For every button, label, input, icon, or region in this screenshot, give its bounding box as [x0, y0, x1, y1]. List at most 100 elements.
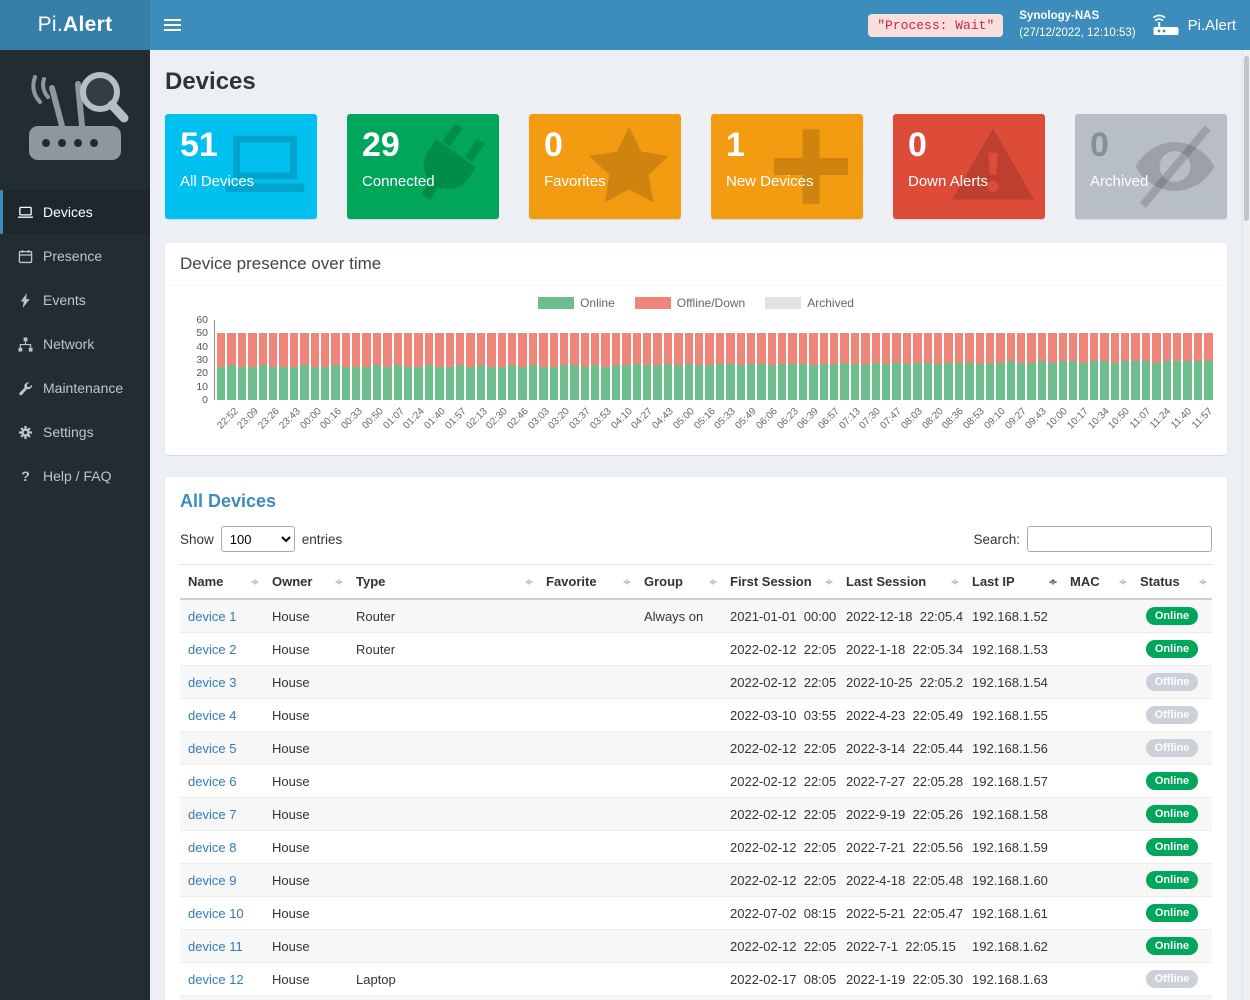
column-header-name[interactable]: Name	[180, 564, 264, 600]
online-segment	[248, 366, 257, 400]
sidebar-item-maintenance[interactable]: Maintenance	[0, 366, 150, 410]
scrollbar-thumb[interactable]	[1244, 56, 1249, 221]
chart-bar	[726, 333, 735, 400]
offline-segment	[435, 333, 444, 367]
column-header-favorite[interactable]: Favorite	[538, 564, 636, 600]
chart-bar	[580, 333, 590, 400]
device-link[interactable]: device 6	[188, 773, 237, 789]
device-link[interactable]: device 9	[188, 872, 237, 888]
x-tick: 08:53	[961, 403, 987, 445]
card-connected[interactable]: 29 Connected	[347, 114, 499, 219]
column-header-last-ip[interactable]: Last IP	[964, 564, 1062, 600]
chart-bar	[445, 333, 454, 400]
status-cell: Online	[1132, 995, 1212, 1000]
offline-segment	[310, 333, 319, 367]
top-bar: Pi.Alert "Process: Wait" Synology-NAS (2…	[0, 0, 1250, 50]
x-tick-label: 23:09	[235, 406, 262, 432]
device-link[interactable]: device 3	[188, 674, 237, 690]
offline-segment	[362, 333, 371, 367]
chart-bar	[539, 333, 548, 400]
chart-bar	[310, 333, 319, 400]
presence-chart-panel: Device presence over time Online Offline…	[165, 243, 1227, 455]
sidebar-item-help[interactable]: ? Help / FAQ	[0, 454, 150, 498]
device-link[interactable]: device 11	[188, 938, 243, 954]
sidebar-item-network[interactable]: Network	[0, 322, 150, 366]
sidebar-item-events[interactable]: Events	[0, 278, 150, 322]
device-link[interactable]: device 7	[188, 806, 237, 822]
x-tick-label: 08:53	[961, 406, 987, 432]
sidebar-item-presence[interactable]: Presence	[0, 234, 150, 278]
chart-bar	[591, 333, 600, 400]
x-tick-label: 02:13	[463, 406, 490, 432]
mac-cell	[1062, 764, 1132, 798]
favorite-cell	[538, 929, 636, 963]
online-segment	[414, 366, 423, 400]
device-link[interactable]: device 2	[188, 641, 237, 657]
entries-select[interactable]: 100	[220, 526, 295, 552]
online-segment	[684, 364, 693, 400]
type-cell	[348, 863, 538, 897]
card-label: New Devices	[726, 173, 814, 191]
chart-bar	[1131, 333, 1140, 400]
sidebar-item-devices[interactable]: Devices	[0, 190, 150, 234]
online-segment	[300, 365, 309, 400]
mac-cell	[1062, 698, 1132, 732]
online-segment	[767, 365, 777, 400]
column-header-first-session[interactable]: First Session	[722, 564, 838, 600]
offline-segment	[632, 333, 642, 364]
x-tick: 23:09	[235, 403, 262, 445]
device-link[interactable]: device 8	[188, 839, 237, 855]
column-header-last-session[interactable]: Last Session	[838, 564, 964, 600]
status-badge: Offline	[1145, 970, 1199, 988]
card-archived[interactable]: 0 Archived	[1075, 114, 1227, 219]
offline-segment	[476, 333, 486, 366]
device-link[interactable]: device 1	[188, 608, 237, 624]
column-header-group[interactable]: Group	[636, 564, 722, 600]
column-header-type[interactable]: Type	[348, 564, 538, 600]
favorite-cell	[538, 896, 636, 930]
x-tick: 10:00	[1044, 403, 1069, 445]
card-value: 29	[362, 126, 400, 164]
online-segment	[1100, 361, 1109, 400]
card-down-alerts[interactable]: 0 Down Alerts	[893, 114, 1045, 219]
online-segment	[372, 365, 382, 400]
chart-bar	[965, 333, 974, 400]
table-row: device 3 House 2022-02-12 22:05 2022-10-25 …	[180, 665, 1212, 699]
online-segment	[1204, 361, 1213, 400]
device-link[interactable]: device 12	[188, 971, 244, 987]
chart-bar	[850, 333, 860, 400]
search-label: Search:	[973, 531, 1020, 547]
favorite-cell	[538, 863, 636, 897]
app-logo[interactable]: Pi.Alert	[0, 0, 150, 50]
chart-bar	[466, 333, 475, 400]
x-tick: 04:27	[630, 403, 655, 445]
x-tick-label: 08:20	[920, 406, 946, 432]
chart-bar	[663, 333, 673, 400]
column-header-mac[interactable]: MAC	[1062, 564, 1132, 600]
x-tick: 11:57	[1190, 403, 1215, 445]
status-badge: Online	[1145, 772, 1199, 790]
chart-panel-title: Device presence over time	[165, 243, 1227, 286]
column-header-status[interactable]: Status	[1132, 564, 1212, 600]
offline-segment	[850, 333, 860, 364]
card-favorites[interactable]: 0 Favorites	[529, 114, 681, 219]
column-header-owner[interactable]: Owner	[264, 564, 348, 600]
sidebar-item-settings[interactable]: Settings	[0, 410, 150, 454]
device-link[interactable]: device 5	[188, 740, 237, 756]
card-all-devices[interactable]: 51 All Devices	[165, 114, 317, 219]
name-cell: device 3	[180, 665, 264, 699]
chart-bar	[788, 333, 797, 400]
offline-segment	[684, 333, 693, 364]
device-link[interactable]: device 10	[188, 905, 244, 921]
sort-icon	[1199, 575, 1207, 589]
sidebar-toggle-button[interactable]	[164, 0, 198, 50]
chart-body: Online Offline/Down Archived 60 50 40 30 20 1…	[165, 286, 1227, 455]
offline-segment	[217, 333, 226, 367]
offline-segment	[643, 333, 652, 366]
online-segment	[954, 362, 964, 400]
owner-cell: House	[264, 896, 348, 930]
online-segment	[227, 365, 236, 400]
card-new-devices[interactable]: 1 New Devices	[711, 114, 863, 219]
device-link[interactable]: device 4	[188, 707, 237, 723]
search-input[interactable]	[1027, 526, 1212, 552]
